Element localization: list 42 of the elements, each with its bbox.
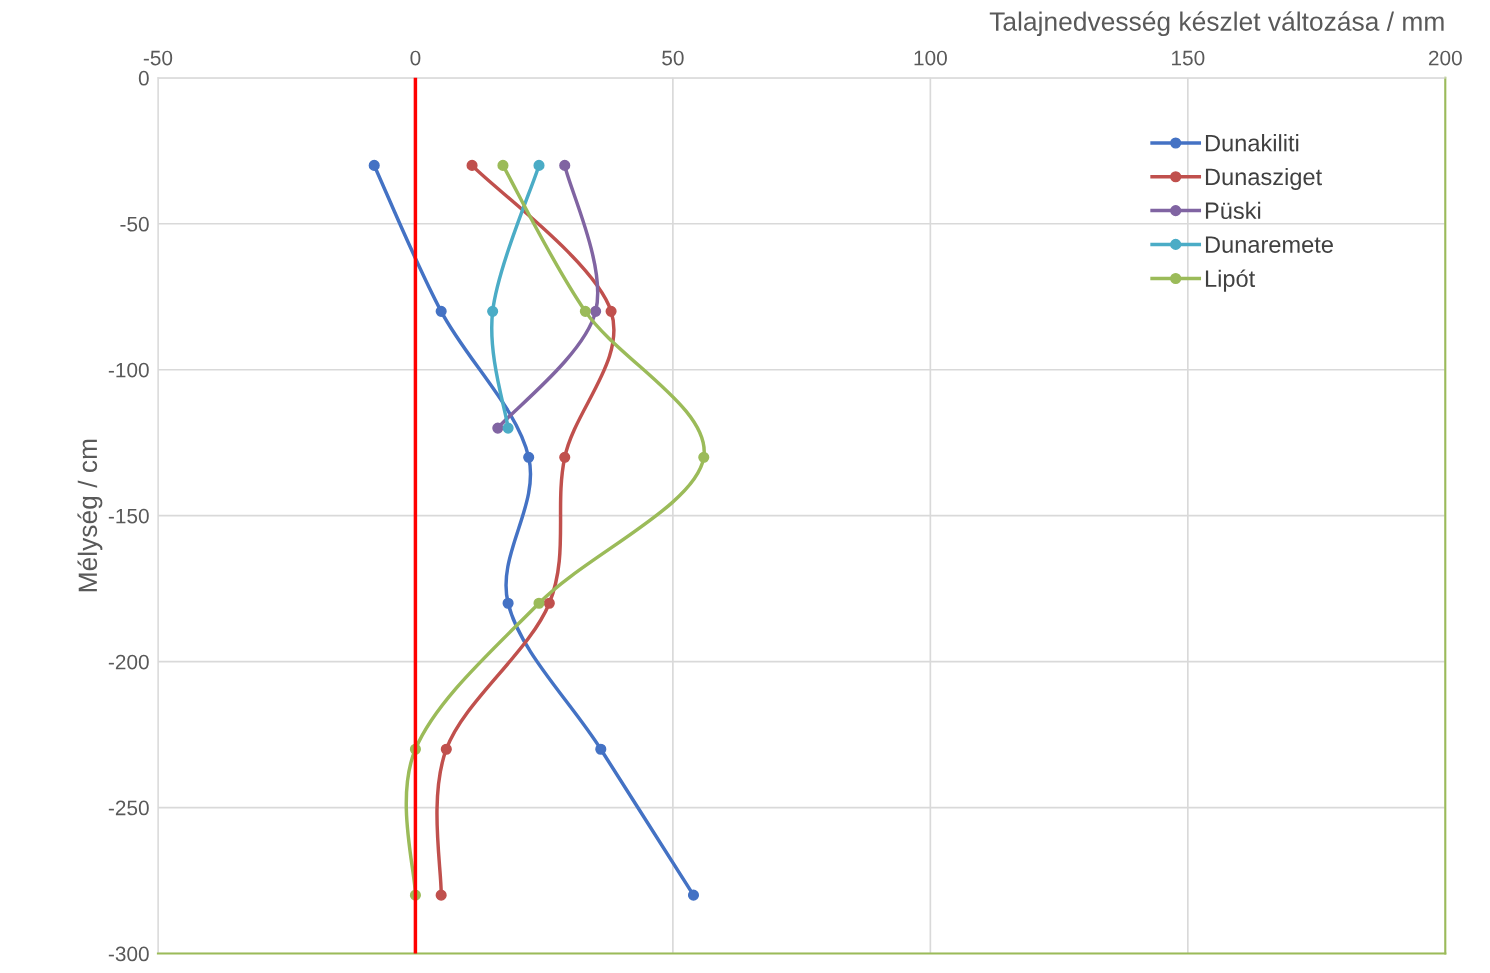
point [502,422,514,434]
legend-label: Dunasziget [1205,167,1322,190]
y-tick-label: -150 [108,508,149,524]
x-tick-label: -50 [143,50,173,66]
point [698,451,710,463]
point [543,597,555,609]
y-tick-label: -100 [108,362,149,378]
x-tick-label: 150 [1172,50,1205,66]
point [533,159,545,171]
y-tick-label: 0 [138,70,149,86]
point [605,305,617,317]
point [368,159,380,171]
point [559,451,571,463]
point [502,597,514,609]
point [687,889,700,901]
x-tick-label: 0 [410,50,421,66]
point [523,451,535,463]
point [579,305,591,317]
point [435,305,447,317]
point [533,597,545,609]
x-tick-label: 200 [1428,50,1462,66]
point [435,889,447,901]
y-tick-label: -250 [108,800,149,816]
point [595,743,607,755]
point [492,422,504,434]
x-tick-label: 100 [914,50,947,66]
point [559,159,571,171]
point [497,159,509,171]
point [440,743,452,755]
x-axis-title: Talajnedvesség készlet változása / mm [989,11,1444,37]
point [590,305,602,317]
legend-label: Dunaremete [1205,236,1333,253]
y-tick-label: -50 [120,216,149,232]
legend-label: Dunakiliti [1205,134,1299,152]
y-tick-label: -200 [108,654,149,670]
legend-label: Lipót [1205,269,1256,292]
legend-label: Püski [1205,201,1261,220]
y-axis-title: Mélység / cm [77,439,103,592]
x-tick-label: 50 [662,50,684,66]
y-tick-label: -300 [108,946,149,962]
point [466,159,478,171]
point [487,305,499,317]
